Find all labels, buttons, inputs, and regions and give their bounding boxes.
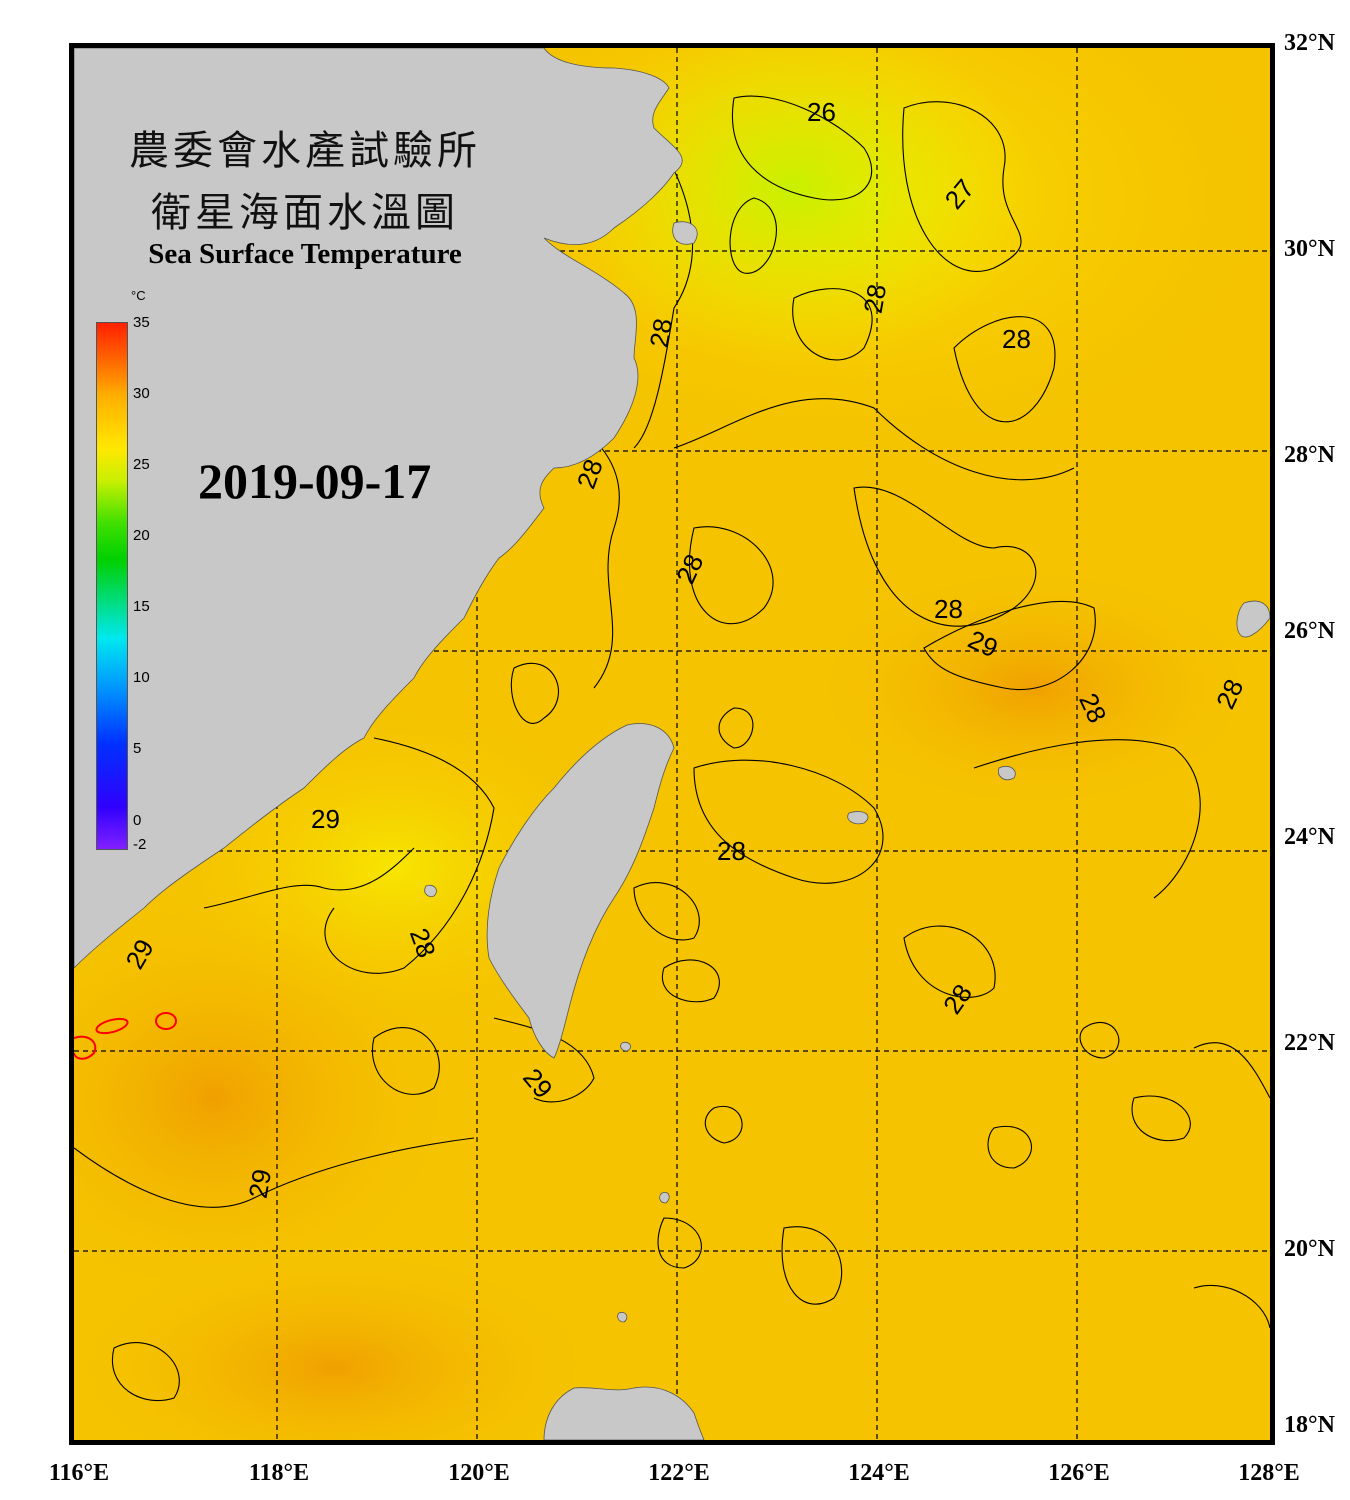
small-island-s3 xyxy=(620,1041,631,1052)
colorbar-tick: -2 xyxy=(133,836,147,853)
sst-map: 26 27 28 28 28 28 28 28 28 28 28 28 29 2… xyxy=(69,43,1275,1445)
zhoushan-islands xyxy=(672,221,698,245)
china-mainland xyxy=(74,48,683,969)
luzon xyxy=(543,1386,705,1440)
contour-label: 28 xyxy=(934,594,963,624)
title-chinese-line1-overlay: 農委會水產試驗所 xyxy=(129,128,481,173)
contour-label: 29 xyxy=(311,804,340,834)
okinawa xyxy=(1236,600,1270,638)
lat-label: 30°N xyxy=(1284,236,1335,262)
lon-label: 128°E xyxy=(1238,1460,1300,1486)
lat-label: 18°N xyxy=(1284,1412,1335,1438)
lon-label: 124°E xyxy=(848,1460,910,1486)
contour-label: 28 xyxy=(858,282,893,316)
lon-label: 118°E xyxy=(248,1460,310,1486)
yaeyama-island xyxy=(847,811,869,825)
colorbar-unit: °C xyxy=(131,288,146,303)
title-chinese-line2-overlay: 衛星海面水溫圖 xyxy=(151,190,459,235)
isotherm-30-contours xyxy=(74,1012,177,1060)
colorbar-tick: 35 xyxy=(133,314,150,331)
date-label: 2019-09-17 xyxy=(198,453,432,509)
colorbar xyxy=(96,322,128,850)
lat-label: 24°N xyxy=(1284,824,1335,850)
contour-label: 26 xyxy=(807,97,836,127)
sst-hot-south xyxy=(74,1248,594,1440)
land xyxy=(74,48,1270,1440)
small-island-s2 xyxy=(617,1311,628,1323)
colorbar-tick: 15 xyxy=(133,598,150,615)
lon-label: 116°E xyxy=(48,1460,110,1486)
sst-hot-southwest xyxy=(74,898,454,1298)
small-island-s1 xyxy=(659,1191,670,1204)
title-english: Sea Surface Temperature xyxy=(148,238,462,270)
colorbar-tick: 25 xyxy=(133,456,150,473)
colorbar-tick: 20 xyxy=(133,527,150,544)
contour-label: 28 xyxy=(1002,324,1031,354)
contour-label: 28 xyxy=(644,316,679,350)
taiwan xyxy=(486,723,675,1059)
lat-label: 28°N xyxy=(1284,442,1335,468)
contour-label: 29 xyxy=(243,1167,278,1201)
lat-label: 32°N xyxy=(1284,30,1335,56)
lat-label: 20°N xyxy=(1284,1236,1335,1262)
colorbar-tick: 10 xyxy=(133,669,150,686)
miyako-island xyxy=(997,765,1016,781)
lon-label: 122°E xyxy=(648,1460,710,1486)
colorbar-tick: 30 xyxy=(133,385,150,402)
lon-label: 126°E xyxy=(1048,1460,1110,1486)
sst-cool-area xyxy=(554,48,1034,368)
lon-label: 120°E xyxy=(448,1460,510,1486)
penghu-islands xyxy=(424,884,437,897)
lat-label: 22°N xyxy=(1284,1030,1335,1056)
sst-map-canvas: 26 27 28 28 28 28 28 28 28 28 28 28 29 2… xyxy=(74,48,1270,1440)
contour-label: 28 xyxy=(717,836,746,866)
colorbar-tick: 5 xyxy=(133,740,142,757)
colorbar-tick: 0 xyxy=(133,812,142,829)
lat-label: 26°N xyxy=(1284,618,1335,644)
